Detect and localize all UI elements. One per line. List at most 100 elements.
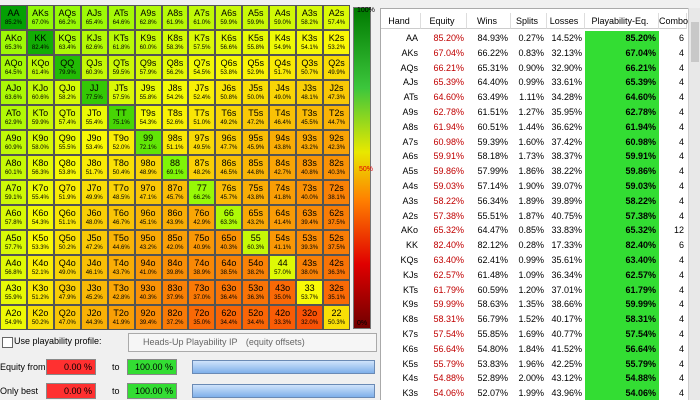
hand-cell[interactable]: T3o 42.8%: [107, 280, 135, 305]
table-row[interactable]: A7s 60.98% 59.39% 1.60% 37.42% 60.98% 4: [381, 134, 688, 150]
hand-cell[interactable]: 53s 39.3%: [296, 230, 324, 255]
hand-cell[interactable]: Q3s 50.7%: [296, 55, 324, 80]
hand-cell[interactable]: 96s 47.7%: [215, 130, 243, 155]
hand-cell[interactable]: T9o 52.0%: [107, 130, 135, 155]
hand-cell[interactable]: J5o 47.2%: [80, 230, 108, 255]
hand-cell[interactable]: K2s 53.2%: [323, 30, 350, 55]
table-row[interactable]: AA 85.20% 84.93% 0.27% 14.52% 85.20% 6: [381, 31, 688, 46]
hand-cell[interactable]: K9o 58.0%: [26, 130, 54, 155]
hand-cell[interactable]: 99 72.1%: [134, 130, 162, 155]
hand-cell[interactable]: 63o 36.4%: [215, 280, 243, 305]
hand-cell[interactable]: 95s 45.9%: [242, 130, 270, 155]
hand-cell[interactable]: K4o 52.1%: [26, 255, 54, 280]
hand-cell[interactable]: A8o 60.1%: [0, 155, 27, 180]
hand-cell[interactable]: 42o 33.3%: [269, 305, 297, 330]
hand-cell[interactable]: Q5o 50.2%: [53, 230, 81, 255]
hand-cell[interactable]: A7o 59.1%: [0, 180, 27, 205]
table-row[interactable]: AKo 65.32% 64.47% 0.85% 33.83% 65.32% 12: [381, 223, 688, 239]
table-row[interactable]: KK 82.40% 82.12% 0.28% 17.33% 82.40% 6: [381, 238, 688, 253]
table-row[interactable]: A3s 58.22% 56.34% 1.89% 39.89% 58.22% 4: [381, 193, 688, 209]
table-row[interactable]: A6s 59.91% 58.18% 1.73% 38.37% 59.91% 4: [381, 149, 688, 165]
hand-cell[interactable]: J8s 54.2%: [161, 80, 189, 105]
hand-cell[interactable]: JJ 77.5%: [80, 80, 108, 105]
hand-cell[interactable]: 95o 43.2%: [134, 230, 162, 255]
hand-cell[interactable]: 65o 40.3%: [215, 230, 243, 255]
hand-cell[interactable]: A6s 59.9%: [215, 5, 243, 30]
hand-cell[interactable]: Q7s 54.5%: [188, 55, 216, 80]
hand-cell[interactable]: Q8s 56.2%: [161, 55, 189, 80]
hand-cell[interactable]: A4o 56.8%: [0, 255, 27, 280]
hand-cell[interactable]: 64o 38.5%: [215, 255, 243, 280]
hand-cell[interactable]: 85o 42.0%: [161, 230, 189, 255]
hand-cell[interactable]: Q6s 53.8%: [215, 55, 243, 80]
hand-cell[interactable]: J4o 46.1%: [80, 255, 108, 280]
hand-cell[interactable]: 63s 39.4%: [296, 205, 324, 230]
hand-cell[interactable]: 93o 40.3%: [134, 280, 162, 305]
hand-cell[interactable]: KTs 61.8%: [107, 30, 135, 55]
equity-slider[interactable]: [192, 360, 375, 374]
hand-cell[interactable]: JTo 55.4%: [80, 105, 108, 130]
table-row[interactable]: K3s 54.06% 52.07% 1.99% 43.96% 54.06% 4: [381, 386, 688, 400]
hand-cell[interactable]: KQo 61.4%: [26, 55, 54, 80]
hand-cell[interactable]: K7s 57.5%: [188, 30, 216, 55]
hand-cell[interactable]: K6s 56.6%: [215, 30, 243, 55]
equity-min-input[interactable]: 0.00 %: [46, 359, 96, 375]
hand-cell[interactable]: 86o 43.9%: [161, 205, 189, 230]
hand-cell[interactable]: 98s 51.1%: [161, 130, 189, 155]
hand-cell[interactable]: 53o 36.3%: [242, 280, 270, 305]
hand-cell[interactable]: Q3o 47.9%: [53, 280, 81, 305]
table-row[interactable]: K8s 58.31% 56.79% 1.52% 40.17% 58.31% 4: [381, 312, 688, 327]
hand-cell[interactable]: KJs 62.6%: [80, 30, 108, 55]
table-row[interactable]: K6s 56.64% 54.80% 1.84% 41.52% 56.64% 4: [381, 341, 688, 357]
hand-cell[interactable]: J5s 50.0%: [242, 80, 270, 105]
hand-cell[interactable]: 33 53.7%: [296, 280, 324, 305]
hand-cell[interactable]: K3s 54.1%: [296, 30, 324, 55]
hand-cell[interactable]: 83s 40.8%: [296, 155, 324, 180]
hand-cell[interactable]: 75s 43.8%: [242, 180, 270, 205]
playability-checkbox[interactable]: [2, 337, 13, 348]
column-header[interactable]: Losses: [547, 13, 585, 29]
only-best-max-input[interactable]: 100.00 %: [127, 383, 177, 399]
hand-cell[interactable]: 82o 37.2%: [161, 305, 189, 330]
hand-cell[interactable]: ATo 62.9%: [0, 105, 27, 130]
table-row[interactable]: KJs 62.57% 61.48% 1.09% 36.34% 62.57% 4: [381, 267, 688, 283]
table-row[interactable]: A4s 59.03% 57.14% 1.90% 39.07% 59.03% 4: [381, 179, 688, 194]
hand-cell[interactable]: J7s 52.4%: [188, 80, 216, 105]
hand-cell[interactable]: T7s 51.0%: [188, 105, 216, 130]
hand-cell[interactable]: 98o 48.9%: [134, 155, 162, 180]
hand-cell[interactable]: J8o 51.7%: [80, 155, 108, 180]
hand-cell[interactable]: 32s 35.1%: [323, 280, 350, 305]
hand-cell[interactable]: 42s 36.3%: [323, 255, 350, 280]
hand-cell[interactable]: 92o 39.4%: [134, 305, 162, 330]
hand-cell[interactable]: J3o 45.2%: [80, 280, 108, 305]
hand-cell[interactable]: 75o 40.9%: [188, 230, 216, 255]
scroll-thumb[interactable]: [691, 22, 699, 62]
hand-cell[interactable]: T6o 46.7%: [107, 205, 135, 230]
hand-cell[interactable]: 73o 37.0%: [188, 280, 216, 305]
hand-cell[interactable]: J9o 53.4%: [80, 130, 108, 155]
equity-max-input[interactable]: 100.00 %: [127, 359, 177, 375]
table-row[interactable]: K5s 55.79% 53.83% 1.96% 42.25% 55.79% 4: [381, 356, 688, 372]
hand-cell[interactable]: Q9o 55.5%: [53, 130, 81, 155]
hand-cell[interactable]: KTo 59.9%: [26, 105, 54, 130]
hand-cell[interactable]: A5s 59.9%: [242, 5, 270, 30]
hand-cell[interactable]: ATs 64.6%: [107, 5, 135, 30]
hand-cell[interactable]: K5s 55.8%: [242, 30, 270, 55]
hand-cell[interactable]: AJo 63.6%: [0, 80, 27, 105]
hand-cell[interactable]: 84o 39.8%: [161, 255, 189, 280]
hand-cell[interactable]: 84s 42.7%: [269, 155, 297, 180]
table-row[interactable]: AQs 66.21% 65.31% 0.90% 32.90% 66.21% 4: [381, 60, 688, 76]
table-row[interactable]: KTs 61.79% 60.59% 1.20% 37.01% 61.79% 4: [381, 282, 688, 298]
hand-cell[interactable]: 76o 42.9%: [188, 205, 216, 230]
hand-cell[interactable]: A5o 57.7%: [0, 230, 27, 255]
hand-cell[interactable]: Q8o 53.8%: [53, 155, 81, 180]
hand-cell[interactable]: 76s 45.7%: [215, 180, 243, 205]
table-row[interactable]: A5s 59.86% 57.99% 1.86% 38.22% 59.86% 4: [381, 164, 688, 179]
table-row[interactable]: A9s 62.78% 61.51% 1.27% 35.95% 62.78% 4: [381, 105, 688, 120]
hand-cell[interactable]: K2o 50.2%: [26, 305, 54, 330]
hand-cell[interactable]: QJo 58.2%: [53, 80, 81, 105]
hand-cell[interactable]: J3s 48.1%: [296, 80, 324, 105]
hand-cell[interactable]: 97o 47.1%: [134, 180, 162, 205]
hand-cell[interactable]: 83o 37.9%: [161, 280, 189, 305]
hand-cell[interactable]: 85s 44.8%: [242, 155, 270, 180]
